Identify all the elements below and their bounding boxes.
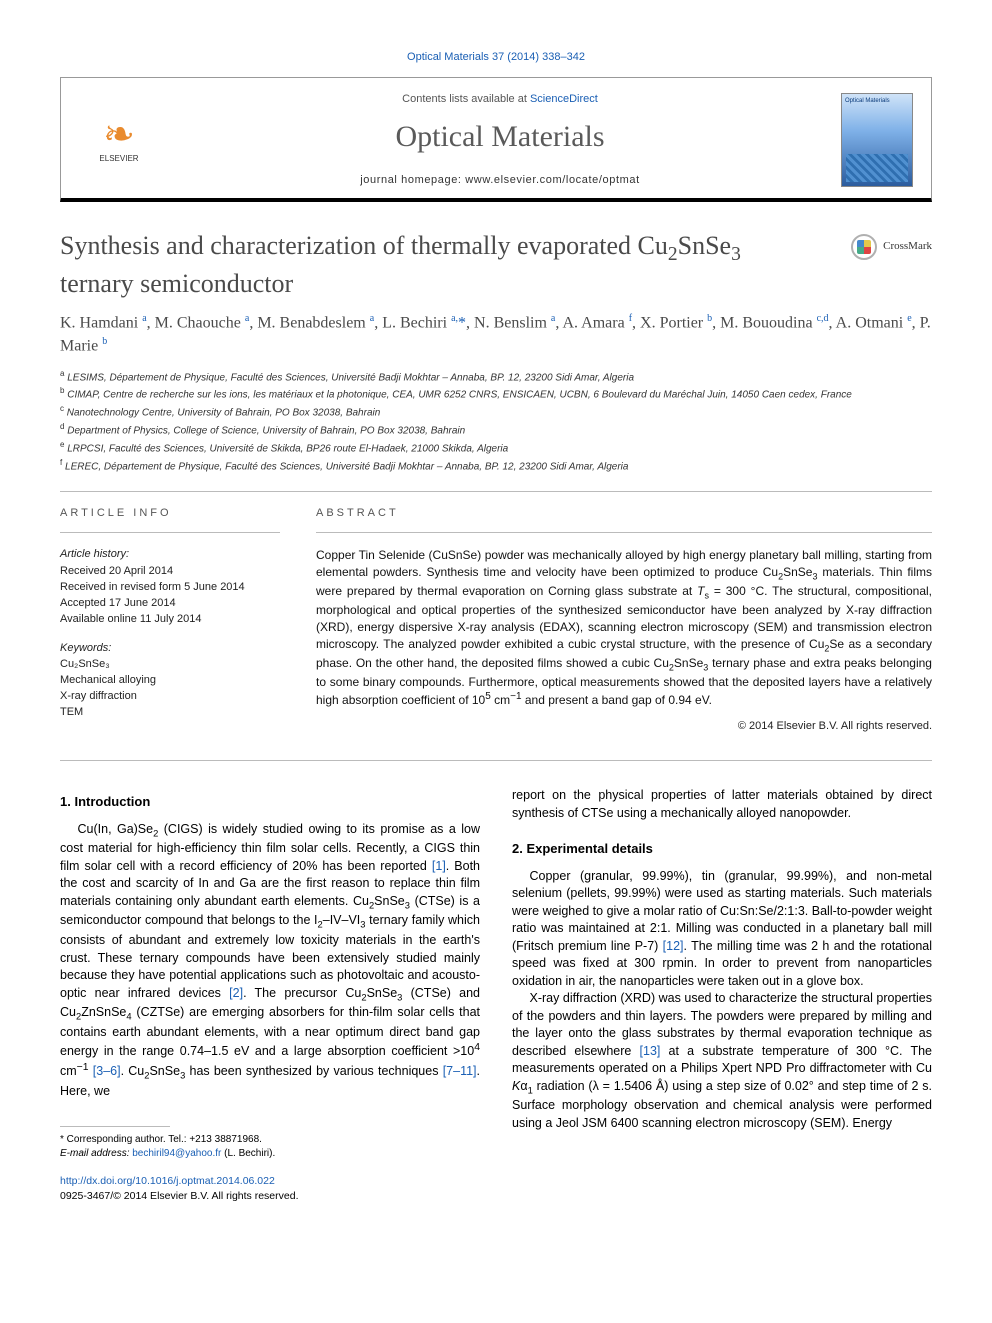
divider [60,491,932,492]
footnote-rule [60,1126,170,1127]
corresponding-label: * Corresponding author. Tel.: +213 38871… [60,1133,480,1147]
history-label: Article history: [60,547,280,562]
abstract-copyright: © 2014 Elsevier B.V. All rights reserved… [316,719,932,734]
affiliation-line: b CIMAP, Centre de recherche sur les ion… [60,385,932,403]
journal-homepage: journal homepage: www.elsevier.com/locat… [177,173,823,188]
contents-prefix: Contents lists available at [402,93,530,105]
abstract-text: Copper Tin Selenide (CuSnSe) powder was … [316,547,932,709]
affiliation-line: c Nanotechnology Centre, University of B… [60,403,932,421]
history-item: Accepted 17 June 2014 [60,596,280,611]
article-info-block: article info Article history: Received 2… [60,506,280,735]
abstract-label: abstract [316,506,932,521]
history-item: Available online 11 July 2014 [60,612,280,627]
divider [316,532,932,533]
affiliation-line: a LESIMS, Département de Physique, Facul… [60,368,932,386]
elsevier-tree-icon: ❧ [103,116,135,154]
abstract-block: abstract Copper Tin Selenide (CuSnSe) po… [316,506,932,735]
affiliation-line: d Department of Physics, College of Scie… [60,421,932,439]
affiliation-line: e LRPCSI, Faculté des Sciences, Universi… [60,439,932,457]
contents-line: Contents lists available at ScienceDirec… [177,92,823,107]
section-heading-experimental: 2. Experimental details [512,840,932,858]
divider [60,532,280,533]
journal-title: Optical Materials [177,117,823,158]
article-info-label: article info [60,506,280,521]
cover-label: Optical Materials [845,98,890,104]
intro-text: Cu(In, Ga)Se2 (CIGS) is widely studied o… [60,821,480,1101]
keyword-item: X-ray diffraction [60,689,280,704]
corresponding-footnote: * Corresponding author. Tel.: +213 38871… [60,1133,480,1160]
journal-cover-thumb: Optical Materials [841,93,913,187]
article-title: Synthesis and characterization of therma… [60,230,932,300]
divider [60,760,932,761]
crossmark-label: CrossMark [883,240,932,254]
sciencedirect-link[interactable]: ScienceDirect [530,93,598,105]
article-title-text: Synthesis and characterization of therma… [60,231,741,298]
affiliation-line: f LEREC, Département de Physique, Facult… [60,457,932,475]
crossmark-icon [851,234,877,260]
issn-copyright: 0925-3467/© 2014 Elsevier B.V. All right… [60,1190,299,1202]
doi-block: http://dx.doi.org/10.1016/j.optmat.2014.… [60,1174,480,1203]
section-heading-intro: 1. Introduction [60,793,480,811]
left-column: 1. Introduction Cu(In, Ga)Se2 (CIGS) is … [60,787,480,1203]
keyword-item: Mechanical alloying [60,673,280,688]
keyword-item: Cu₂SnSe₃ [60,657,280,672]
crossmark-badge[interactable]: CrossMark [851,234,932,260]
history-item: Received 20 April 2014 [60,564,280,579]
corresponding-name: (L. Bechiri). [224,1148,275,1159]
keyword-item: TEM [60,705,280,720]
author-list: K. Hamdani a, M. Chaouche a, M. Benabdes… [60,312,932,357]
right-column: report on the physical properties of lat… [512,787,932,1203]
affiliations: a LESIMS, Département de Physique, Facul… [60,368,932,475]
intro-continuation: report on the physical properties of lat… [512,787,932,822]
masthead-center: Contents lists available at ScienceDirec… [177,92,823,188]
doi-link[interactable]: http://dx.doi.org/10.1016/j.optmat.2014.… [60,1175,275,1187]
journal-masthead: ❧ ELSEVIER Contents lists available at S… [60,77,932,202]
experimental-text: Copper (granular, 99.99%), tin (granular… [512,868,932,1133]
email-label: E-mail address: [60,1148,129,1159]
keywords-label: Keywords: [60,641,280,656]
corresponding-email-link[interactable]: bechiril94@yahoo.fr [132,1148,221,1159]
publisher-logo: ❧ ELSEVIER [79,95,159,185]
citation-line: Optical Materials 37 (2014) 338–342 [60,50,932,65]
publisher-name: ELSEVIER [99,154,138,165]
history-item: Received in revised form 5 June 2014 [60,580,280,595]
